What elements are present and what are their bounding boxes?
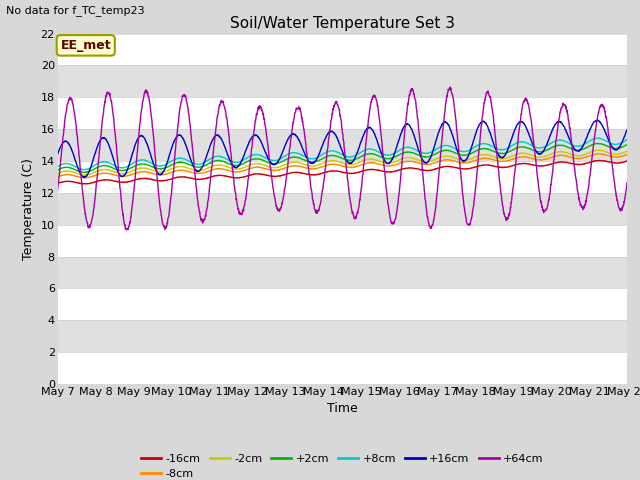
Text: EE_met: EE_met — [60, 39, 111, 52]
Bar — [58, 320, 627, 352]
Bar — [58, 288, 627, 320]
Title: Soil/Water Temperature Set 3: Soil/Water Temperature Set 3 — [230, 16, 455, 31]
Bar — [58, 193, 627, 225]
Bar — [58, 352, 627, 384]
Text: No data for f_TC_temp23: No data for f_TC_temp23 — [6, 5, 145, 16]
Bar — [58, 97, 627, 129]
Bar — [58, 225, 627, 257]
Bar — [58, 65, 627, 97]
Y-axis label: Temperature (C): Temperature (C) — [22, 158, 35, 260]
Bar — [58, 129, 627, 161]
X-axis label: Time: Time — [327, 402, 358, 415]
Bar — [58, 161, 627, 193]
Bar — [58, 34, 627, 65]
Bar — [58, 257, 627, 288]
Legend: -16cm, -8cm, -2cm, +2cm, +8cm, +16cm, +64cm: -16cm, -8cm, -2cm, +2cm, +8cm, +16cm, +6… — [137, 449, 548, 480]
